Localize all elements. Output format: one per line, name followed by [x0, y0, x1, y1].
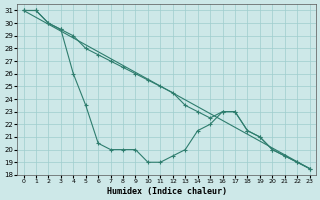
- X-axis label: Humidex (Indice chaleur): Humidex (Indice chaleur): [107, 187, 227, 196]
